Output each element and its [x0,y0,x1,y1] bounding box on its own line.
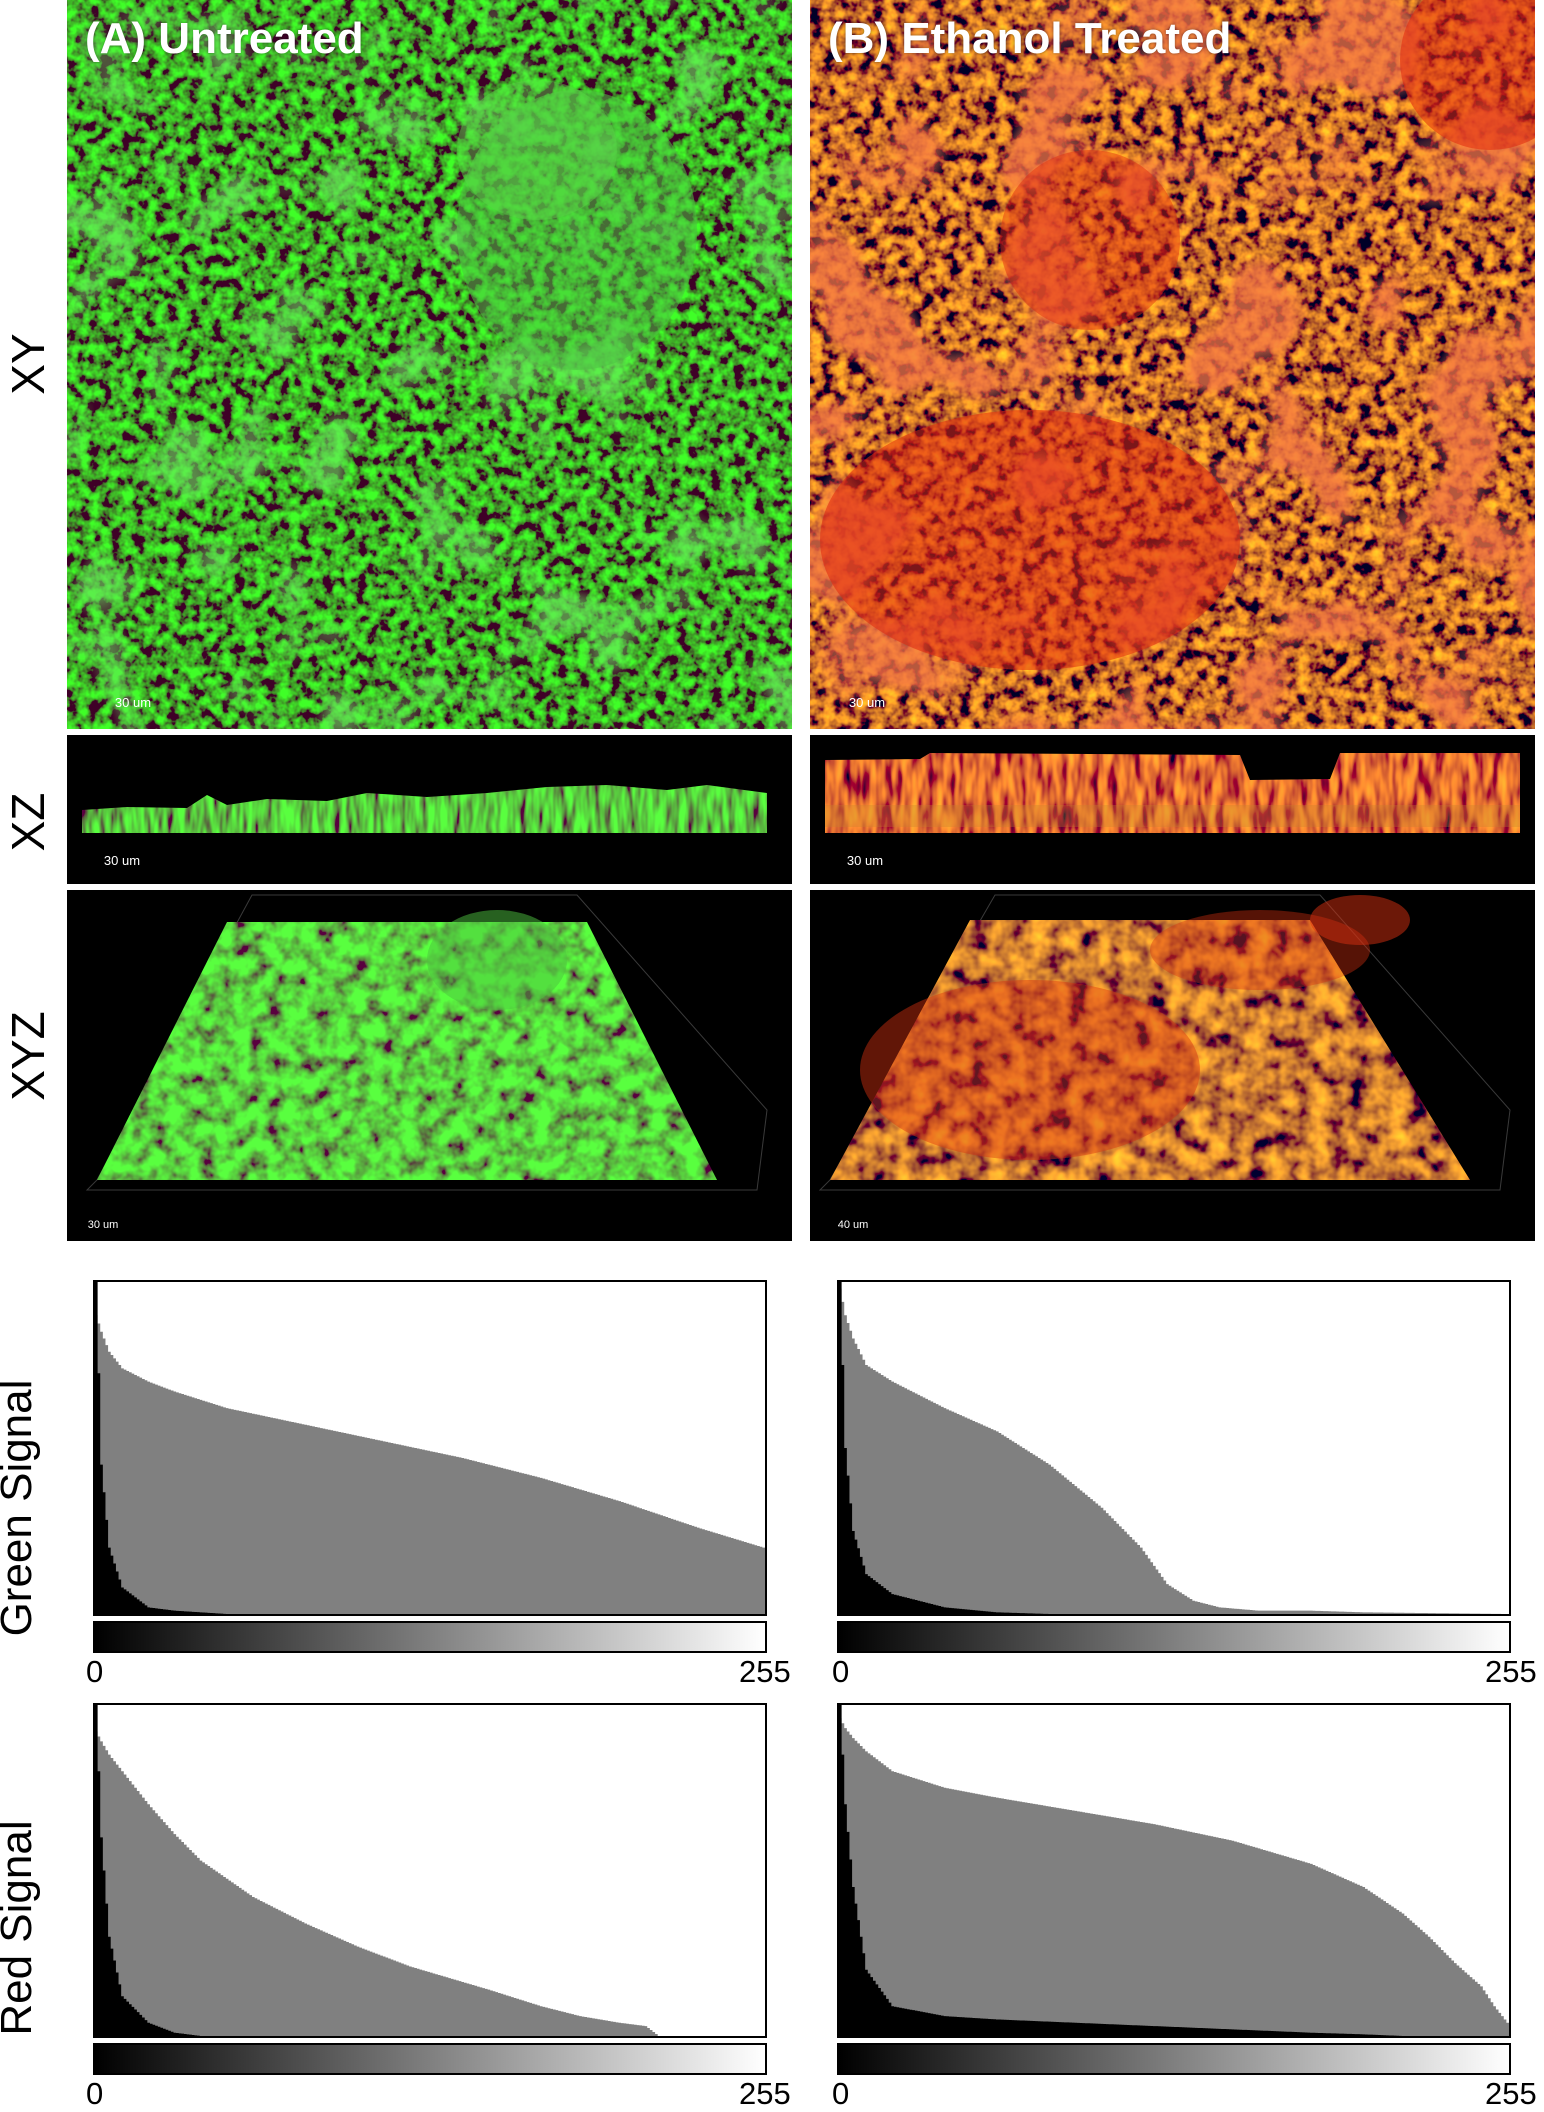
xz-image-ethanol-treated: 30 um [810,735,1535,884]
axis-min-label: 0 [832,2076,850,2111]
xz-green-profile [67,735,792,884]
axis-min-label: 0 [832,1654,850,1689]
panel-title-ethanol-treated: (B) Ethanol Treated [828,14,1232,63]
histogram-plot [839,1282,1509,1614]
histogram-red-ethanol [837,1703,1511,2038]
xyz-red-render [810,890,1535,1241]
row-label-green-signal: Green Signal [0,1379,41,1637]
histogram-red-untreated [93,1703,767,2038]
xy-image-untreated: (A) Untreated 30 um [67,0,792,729]
histogram-series-total [839,1718,1509,2036]
scale-bar-label: 30 um [848,695,886,710]
histogram-series-total [839,1288,1509,1614]
scale-bar-label: 30 um [114,695,152,710]
xyz-image-ethanol-treated: 40 um [810,890,1535,1241]
axis-min-label: 0 [86,1654,104,1689]
xyz-green-render [67,890,792,1241]
scale-bar-b-xz: 30 um [826,848,904,874]
xz-image-untreated: 30 um [67,735,792,884]
row-label-xyz: XYZ [2,1011,54,1101]
row-label-xz: XZ [2,792,54,852]
xyz-image-untreated: 30 um [67,890,792,1241]
intensity-gradient-bar [93,1621,767,1653]
histogram-plot [95,1705,765,2036]
axis-min-label: 0 [86,2076,104,2111]
scale-bar-b-xy: 30 um [836,690,898,716]
histogram-green-ethanol [837,1280,1511,1616]
axis-max-label: 255 [739,2076,791,2111]
xz-red-profile [810,735,1535,884]
scale-bar-label: 30 um [103,853,141,868]
axis-max-label: 255 [739,1654,791,1689]
scale-bar-a-xz: 30 um [83,848,161,874]
panel-title-untreated: (A) Untreated [85,14,364,63]
row-label-xy: XY [2,333,54,395]
histogram-green-untreated [93,1280,767,1616]
scale-bar-a-xy: 30 um [93,690,173,716]
histogram-plot [95,1282,765,1614]
scale-bar-label: 40 um [837,1219,869,1231]
scale-bar-label: 30 um [87,1219,119,1231]
axis-max-label: 255 [1485,1654,1537,1689]
intensity-gradient-bar [837,2043,1511,2075]
biofilm-red-texture [810,0,1535,729]
xy-image-ethanol-treated: (B) Ethanol Treated 30 um [810,0,1535,729]
scale-bar-label: 30 um [846,853,884,868]
row-label-red-signal: Red Signal [0,1820,41,2036]
scale-bar-b-xyz: 40 um [820,1215,886,1237]
histogram-plot [839,1705,1509,2036]
scale-bar-a-xyz: 30 um [81,1215,125,1237]
intensity-gradient-bar [93,2043,767,2075]
intensity-gradient-bar [837,1621,1511,1653]
biofilm-green-texture [67,0,792,729]
histogram-series-total [95,1731,765,2036]
axis-max-label: 255 [1485,2076,1537,2111]
histogram-series-total [95,1315,765,1614]
